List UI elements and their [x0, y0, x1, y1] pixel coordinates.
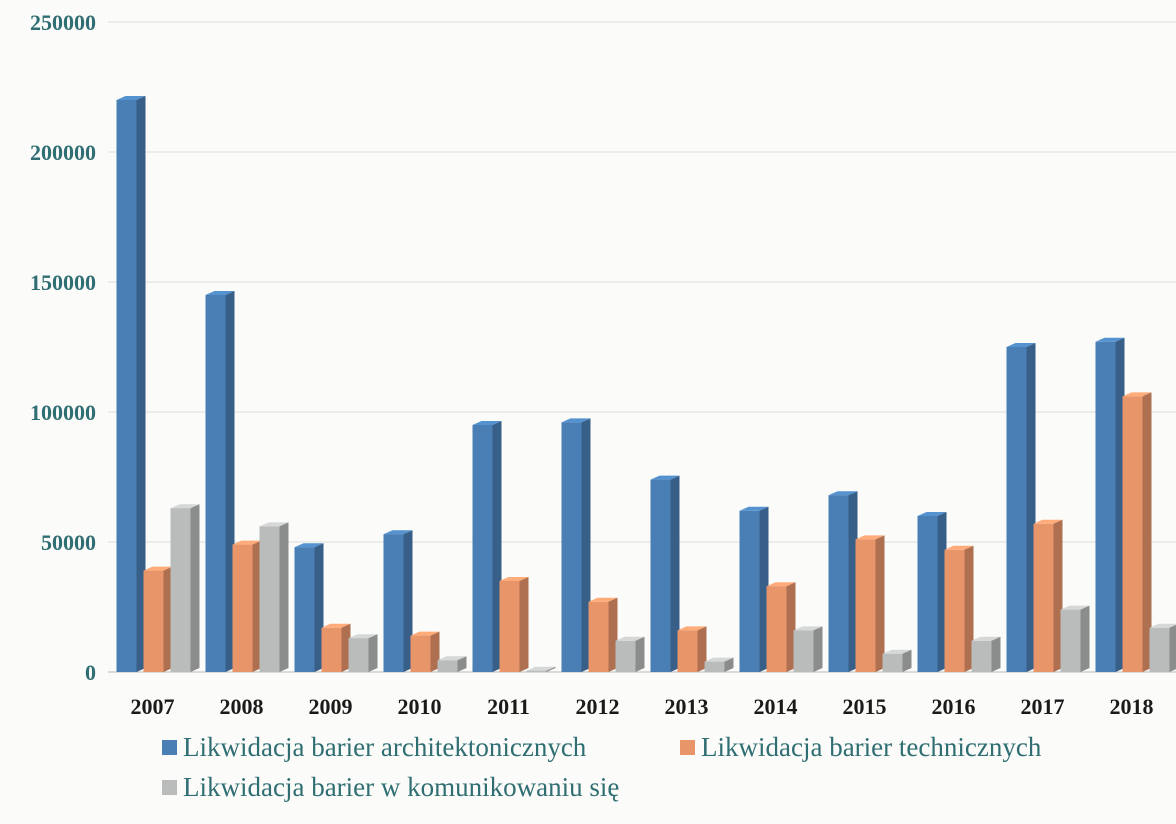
- x-tick-label: 2008: [220, 694, 264, 719]
- bar: [945, 550, 965, 672]
- bar: [144, 571, 164, 672]
- x-tick-label: 2016: [932, 694, 976, 719]
- bar-side: [1081, 606, 1090, 672]
- bar: [473, 425, 493, 672]
- bar: [171, 508, 191, 672]
- bar: [295, 547, 315, 672]
- bar: [794, 630, 814, 672]
- bar: [678, 630, 698, 672]
- x-tick-label: 2012: [576, 694, 620, 719]
- bar: [1150, 628, 1170, 672]
- bar: [349, 638, 369, 672]
- legend-swatch-technical: [680, 740, 695, 755]
- bar: [260, 526, 280, 672]
- bar-side: [280, 522, 289, 672]
- bar: [206, 295, 226, 672]
- x-tick-label: 2017: [1021, 694, 1065, 719]
- bar-side: [1170, 624, 1176, 672]
- x-tick-label: 2013: [665, 694, 709, 719]
- bar: [740, 511, 760, 672]
- bar: [767, 586, 787, 672]
- bar: [322, 628, 342, 672]
- y-tick-label: 150000: [30, 270, 96, 295]
- legend-label-technical: Likwidacja barier technicznych: [701, 732, 1041, 763]
- bar: [384, 534, 404, 672]
- x-tick-label: 2014: [754, 694, 798, 719]
- bar-side: [876, 535, 885, 672]
- y-tick-label: 0: [85, 660, 96, 685]
- y-tick-label: 250000: [30, 10, 96, 35]
- bar-side: [191, 504, 200, 672]
- bar: [856, 539, 876, 672]
- bar: [500, 581, 520, 672]
- y-tick-label: 50000: [41, 530, 96, 555]
- bar: [651, 480, 671, 672]
- legend-label-architectural: Likwidacja barier architektonicznych: [183, 732, 586, 763]
- x-tick-label: 2007: [131, 694, 175, 719]
- bar-side: [636, 637, 645, 672]
- legend-item-communication: Likwidacja barier w komunikowaniu się: [162, 772, 619, 803]
- bar: [233, 545, 253, 672]
- y-tick-label: 200000: [30, 140, 96, 165]
- x-tick-label: 2018: [1110, 694, 1154, 719]
- bar: [527, 671, 547, 672]
- bar: [1061, 610, 1081, 672]
- legend-swatch-communication: [162, 780, 177, 795]
- bar-side: [520, 577, 529, 672]
- bar-side: [814, 626, 823, 672]
- y-tick-label: 100000: [30, 400, 96, 425]
- bar: [438, 660, 458, 672]
- bar-side: [369, 634, 378, 672]
- bar: [1034, 524, 1054, 672]
- bar: [918, 516, 938, 672]
- bar: [972, 641, 992, 672]
- x-tick-label: 2011: [487, 694, 530, 719]
- bar: [705, 662, 725, 672]
- bar: [883, 654, 903, 672]
- bar: [1096, 342, 1116, 672]
- bar: [411, 636, 431, 672]
- x-tick-label: 2015: [843, 694, 887, 719]
- x-tick-label: 2010: [398, 694, 442, 719]
- bar: [562, 422, 582, 672]
- legend-swatch-architectural: [162, 740, 177, 755]
- legend-item-technical: Likwidacja barier technicznych: [680, 732, 1041, 763]
- bar: [829, 495, 849, 672]
- legend-label-communication: Likwidacja barier w komunikowaniu się: [183, 772, 619, 803]
- x-tick-label: 2009: [309, 694, 353, 719]
- legend-item-architectural: Likwidacja barier architektonicznych: [162, 732, 586, 763]
- bar-side: [992, 637, 1001, 672]
- bar: [616, 641, 636, 672]
- bar: [1123, 396, 1143, 672]
- bar: [1007, 347, 1027, 672]
- bar: [589, 602, 609, 672]
- bar: [117, 100, 137, 672]
